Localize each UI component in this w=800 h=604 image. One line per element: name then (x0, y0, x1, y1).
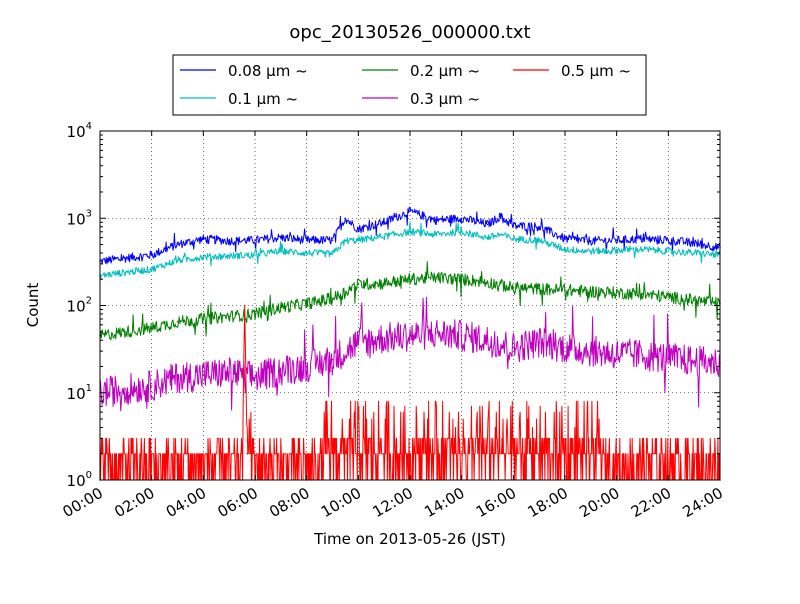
y-tick-label: 102 (67, 296, 92, 316)
series-group (99, 206, 721, 265)
x-tick-label: 12:00 (370, 484, 416, 521)
x-tick-label: 06:00 (215, 484, 261, 521)
legend-label: 0.08 μm ~ (228, 62, 308, 80)
data-point (357, 283, 360, 286)
x-tick-label: 04:00 (163, 484, 209, 521)
x-axis-label: Time on 2013-05-26 (JST) (313, 530, 506, 548)
x-tick-label: 08:00 (266, 484, 312, 521)
x-tick-label: 22:00 (628, 484, 674, 521)
data-point (125, 388, 127, 390)
y-tick-label: 103 (67, 208, 92, 228)
data-point (254, 239, 256, 241)
x-tick-label: 24:00 (680, 484, 726, 521)
legend-box (172, 54, 647, 116)
data-point (667, 296, 670, 298)
series-line (99, 206, 721, 265)
legend-label: 0.1 μm ~ (228, 90, 298, 108)
series-layer (99, 206, 721, 481)
data-point (254, 254, 256, 256)
x-tick-label: 18:00 (525, 484, 571, 521)
data-point (331, 239, 334, 241)
x-tick-label: 14:00 (421, 484, 467, 521)
legend-label: 0.3 μm ~ (410, 90, 480, 108)
series-line (99, 221, 721, 280)
data-point (202, 374, 205, 376)
x-tick-label: 16:00 (473, 484, 519, 521)
data-point (564, 346, 566, 349)
legend: 0.08 μm ~ 0.1 μm ~ 0.2 μm ~ 0.3 μm ~ 0.5 μm … (172, 54, 647, 116)
legend-label: 0.2 μm ~ (410, 62, 480, 80)
legend-label: 0.5 μm ~ (561, 62, 631, 80)
data-point (512, 346, 515, 349)
x-tick-label: 02:00 (111, 484, 157, 521)
y-axis-label: Count (24, 283, 42, 328)
data-point (538, 225, 540, 228)
data-point (486, 223, 489, 226)
grid (100, 131, 720, 480)
series-line (99, 261, 721, 341)
y-tick-label: 100 (67, 470, 92, 490)
data-point (344, 217, 347, 220)
x-tick-label: 20:00 (576, 484, 622, 521)
x-tick-label: 10:00 (318, 484, 364, 521)
data-point (667, 250, 670, 252)
series-group (99, 261, 721, 341)
series-line (99, 296, 721, 412)
series-group (99, 296, 721, 412)
y-tick-label: 101 (67, 383, 92, 403)
chart-title: opc_20130526_000000.txt (289, 22, 530, 43)
series-group (99, 221, 721, 280)
y-tick-label: 104 (67, 121, 92, 141)
data-point (176, 321, 179, 323)
data-point (641, 248, 644, 251)
data-point (150, 385, 153, 387)
series-line (99, 305, 720, 481)
